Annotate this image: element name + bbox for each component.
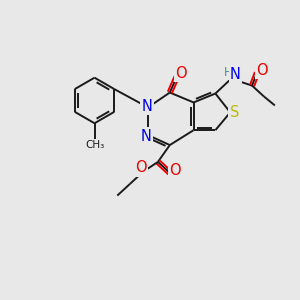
Text: N: N: [142, 99, 152, 114]
Text: N: N: [230, 67, 241, 82]
Text: O: O: [169, 163, 181, 178]
Text: O: O: [135, 160, 147, 175]
Text: O: O: [256, 63, 268, 78]
Text: S: S: [230, 105, 239, 120]
Text: O: O: [175, 66, 187, 81]
Text: H: H: [224, 66, 233, 79]
Text: CH₃: CH₃: [85, 140, 104, 150]
Text: N: N: [141, 129, 152, 144]
